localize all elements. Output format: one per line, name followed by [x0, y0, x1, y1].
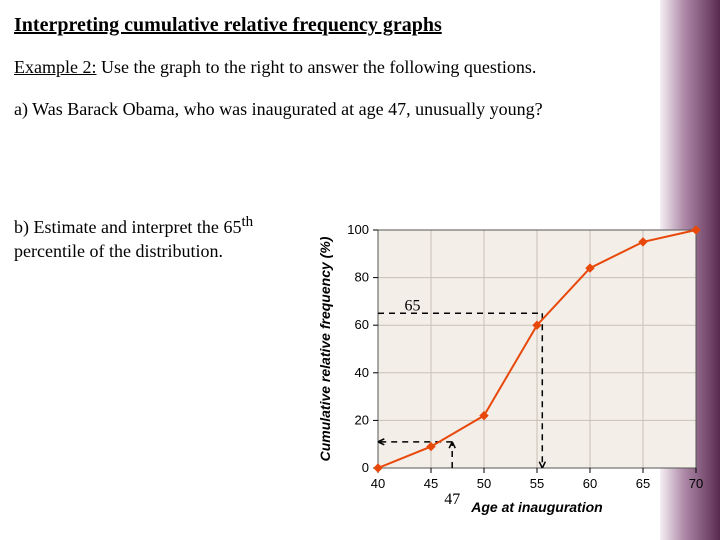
chart: 40 45 50 55 60 65 70 0 20 40 60 80 100 Age at inaugur… [310, 220, 710, 530]
svg-text:40: 40 [355, 365, 369, 380]
qb-text-3: percentile of the distribution. [14, 241, 223, 261]
svg-text:65: 65 [636, 476, 650, 491]
chart-svg: 40 45 50 55 60 65 70 0 20 40 60 80 100 Age at inaugur… [310, 220, 710, 530]
slide: Interpreting cumulative relative frequen… [0, 0, 720, 540]
qb-text-1: b) Estimate and interpret the [14, 217, 219, 237]
svg-text:100: 100 [347, 222, 369, 237]
example-label: Example 2: [14, 57, 96, 77]
question-b: b) Estimate and interpret the 65th perce… [14, 212, 304, 264]
svg-text:20: 20 [355, 412, 369, 427]
svg-text:Cumulative relative frequency: Cumulative relative frequency (%) [317, 236, 333, 461]
example-prompt: Example 2: Use the graph to the right to… [14, 55, 650, 79]
svg-text:65: 65 [405, 297, 421, 314]
svg-text:47: 47 [444, 491, 460, 508]
svg-text:60: 60 [355, 317, 369, 332]
svg-text:Age at inauguration: Age at inauguration [470, 499, 602, 515]
example-rest: Use the graph to the right to answer the… [96, 57, 536, 77]
svg-text:80: 80 [355, 270, 369, 285]
svg-text:55: 55 [530, 476, 544, 491]
svg-text:60: 60 [583, 476, 597, 491]
svg-text:50: 50 [477, 476, 491, 491]
question-a: a) Was Barack Obama, who was inaugurated… [14, 97, 650, 121]
page-title: Interpreting cumulative relative frequen… [14, 14, 650, 37]
svg-text:40: 40 [371, 476, 385, 491]
svg-text:0: 0 [362, 460, 369, 475]
svg-text:45: 45 [424, 476, 438, 491]
qb-text-2: 65 [223, 217, 241, 237]
qb-sup: th [241, 214, 253, 230]
svg-text:70: 70 [689, 476, 703, 491]
